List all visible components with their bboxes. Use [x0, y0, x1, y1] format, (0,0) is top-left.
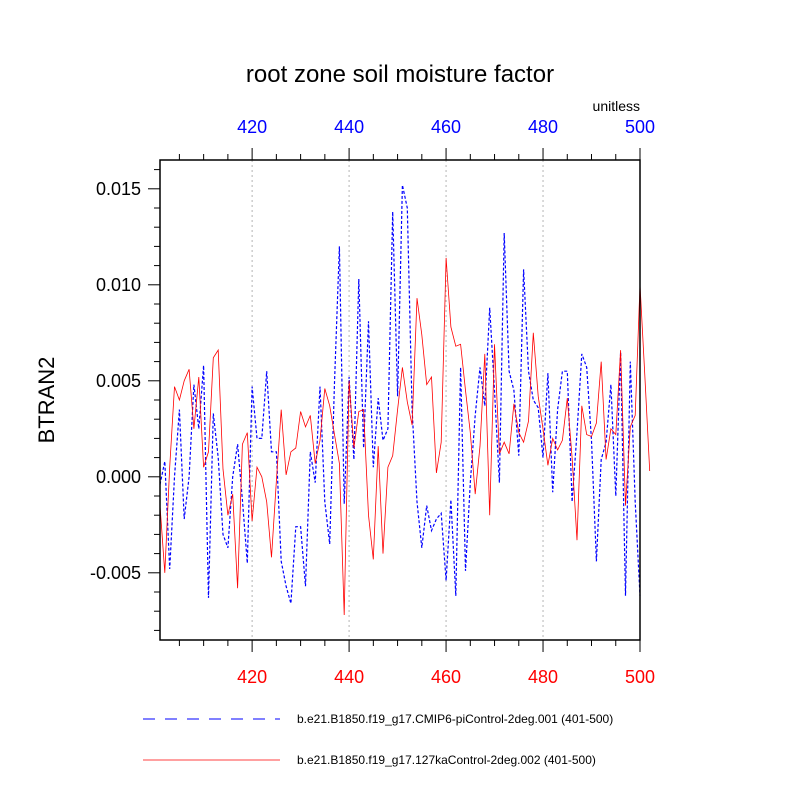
- bottom-x-tick-labels: 420 440 460 480 500: [237, 667, 655, 687]
- x-tick-label-bottom: 420: [237, 667, 267, 687]
- y-tick-labels: -0.005 0.000 0.005 0.010 0.015: [90, 179, 141, 583]
- y-tick-label: 0.000: [96, 467, 141, 487]
- y-tick-label: 0.005: [96, 371, 141, 391]
- y-axis-label: BTRAN2: [34, 357, 59, 444]
- x-tick-label-top: 460: [431, 117, 461, 137]
- y-tick-label: 0.015: [96, 179, 141, 199]
- y-tick-label: -0.005: [90, 563, 141, 583]
- x-tick-label-top: 440: [334, 117, 364, 137]
- top-x-tick-labels: 420 440 460 480 500: [237, 117, 655, 137]
- x-tick-label-bottom: 460: [431, 667, 461, 687]
- x-tick-label-top: 480: [528, 117, 558, 137]
- chart-title: root zone soil moisture factor: [246, 61, 554, 88]
- series-127kaControl-line: [159, 257, 651, 616]
- x-tick-label-top: 500: [625, 117, 655, 137]
- x-tick-label-bottom: 480: [528, 667, 558, 687]
- x-tick-label-bottom: 440: [334, 667, 364, 687]
- plot-frame: [159, 159, 641, 641]
- x-tick-label-top: 420: [237, 117, 267, 137]
- legend-label-piControl: b.e21.B1850.f19_g17.CMIP6-piControl-2deg…: [297, 712, 613, 726]
- vertical-grid: [251, 160, 544, 640]
- x-tick-label-bottom: 500: [625, 667, 655, 687]
- units-label: unitless: [593, 98, 640, 114]
- legend-label-127kaControl: b.e21.B1850.f19_g17.127kaControl-2deg.00…: [297, 753, 596, 767]
- y-tick-label: 0.010: [96, 275, 141, 295]
- axis-ticks: [148, 148, 641, 652]
- legend: b.e21.B1850.f19_g17.CMIP6-piControl-2deg…: [143, 712, 613, 767]
- series-piControl-line: [159, 184, 641, 604]
